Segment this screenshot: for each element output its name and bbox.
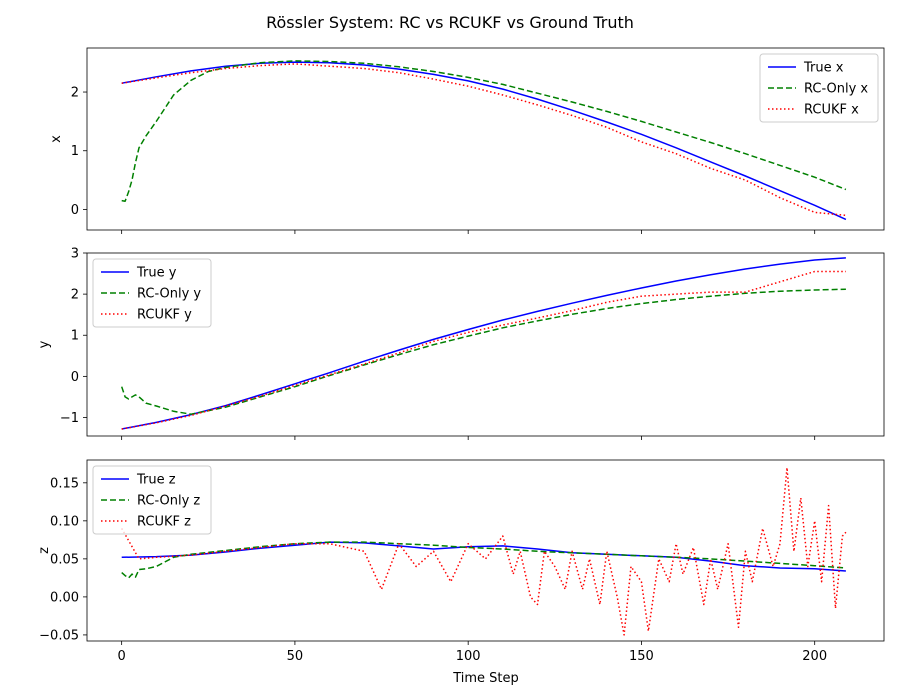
y-tick-label: 2 <box>71 86 79 101</box>
series-line-rc-only-y <box>120 288 846 415</box>
legend-label: RC-Only y <box>137 287 201 302</box>
panel-x: 0 1 2 x True x RC-Only x RCUKF x <box>49 47 885 234</box>
y-axis-label: x <box>49 135 64 143</box>
x-tick-label: 100 <box>456 649 481 664</box>
series-line-rc-only-x <box>121 60 847 202</box>
series-line-rcukf-z <box>121 466 847 636</box>
y-axis-label: y <box>37 340 52 348</box>
legend-label: RC-Only z <box>137 494 200 509</box>
y-tick-label: 0.10 <box>50 514 79 529</box>
y-tick-label: 0 <box>71 203 79 218</box>
y-tick-label: 1 <box>71 144 79 159</box>
legend-label: RCUKF x <box>804 103 859 118</box>
y-tick-label: 3 <box>71 247 79 262</box>
series-line-rcukf-y <box>121 270 846 430</box>
legend-label: RCUKF y <box>137 308 192 323</box>
series-line-true-y <box>121 257 846 430</box>
series-line-true-x <box>121 61 847 221</box>
y-axis-label: z <box>37 547 52 554</box>
y-tick-label: −0.05 <box>39 628 79 643</box>
legend-label: RC-Only x <box>804 82 868 97</box>
panel-y: −1 0 1 2 3 y True y RC-Only y RCUKF y <box>37 247 885 440</box>
y-tick-label: 0.15 <box>50 476 79 491</box>
x-axis-label: Time Step <box>452 671 519 686</box>
y-tick-label: 0.00 <box>50 590 79 605</box>
panel-z: 0 50 100 150 200 −0.05 0.00 0.05 0.10 0.15 z True z… <box>37 459 885 664</box>
axes-frame <box>86 459 885 642</box>
y-tick-label: 2 <box>71 288 79 303</box>
x-tick-label: 150 <box>629 649 654 664</box>
y-tick-label: 1 <box>71 329 79 344</box>
axes-frame <box>86 47 885 231</box>
chart-title: Rössler System: RC vs RCUKF vs Ground Tr… <box>266 13 634 32</box>
legend: True z RC-Only z RCUKF z <box>92 465 212 535</box>
series-line-true-z <box>121 541 846 572</box>
legend-label: True y <box>136 266 177 281</box>
legend-label: True z <box>136 473 176 488</box>
legend: True x RC-Only x RCUKF x <box>759 53 879 123</box>
series-line-rc-only-z <box>121 541 846 579</box>
x-tick-label: 200 <box>802 649 827 664</box>
y-tick-label: 0 <box>71 370 79 385</box>
y-tick-label: 0.05 <box>50 552 79 567</box>
axes-frame <box>86 252 885 437</box>
legend: True y RC-Only y RCUKF y <box>92 258 212 328</box>
series-line-rcukf-x <box>121 63 846 217</box>
x-tick-label: 50 <box>287 649 304 664</box>
y-tick-label: −1 <box>60 411 79 426</box>
x-tick-label: 0 <box>118 649 126 664</box>
legend-label: True x <box>803 61 844 76</box>
legend-label: RCUKF z <box>137 515 191 530</box>
